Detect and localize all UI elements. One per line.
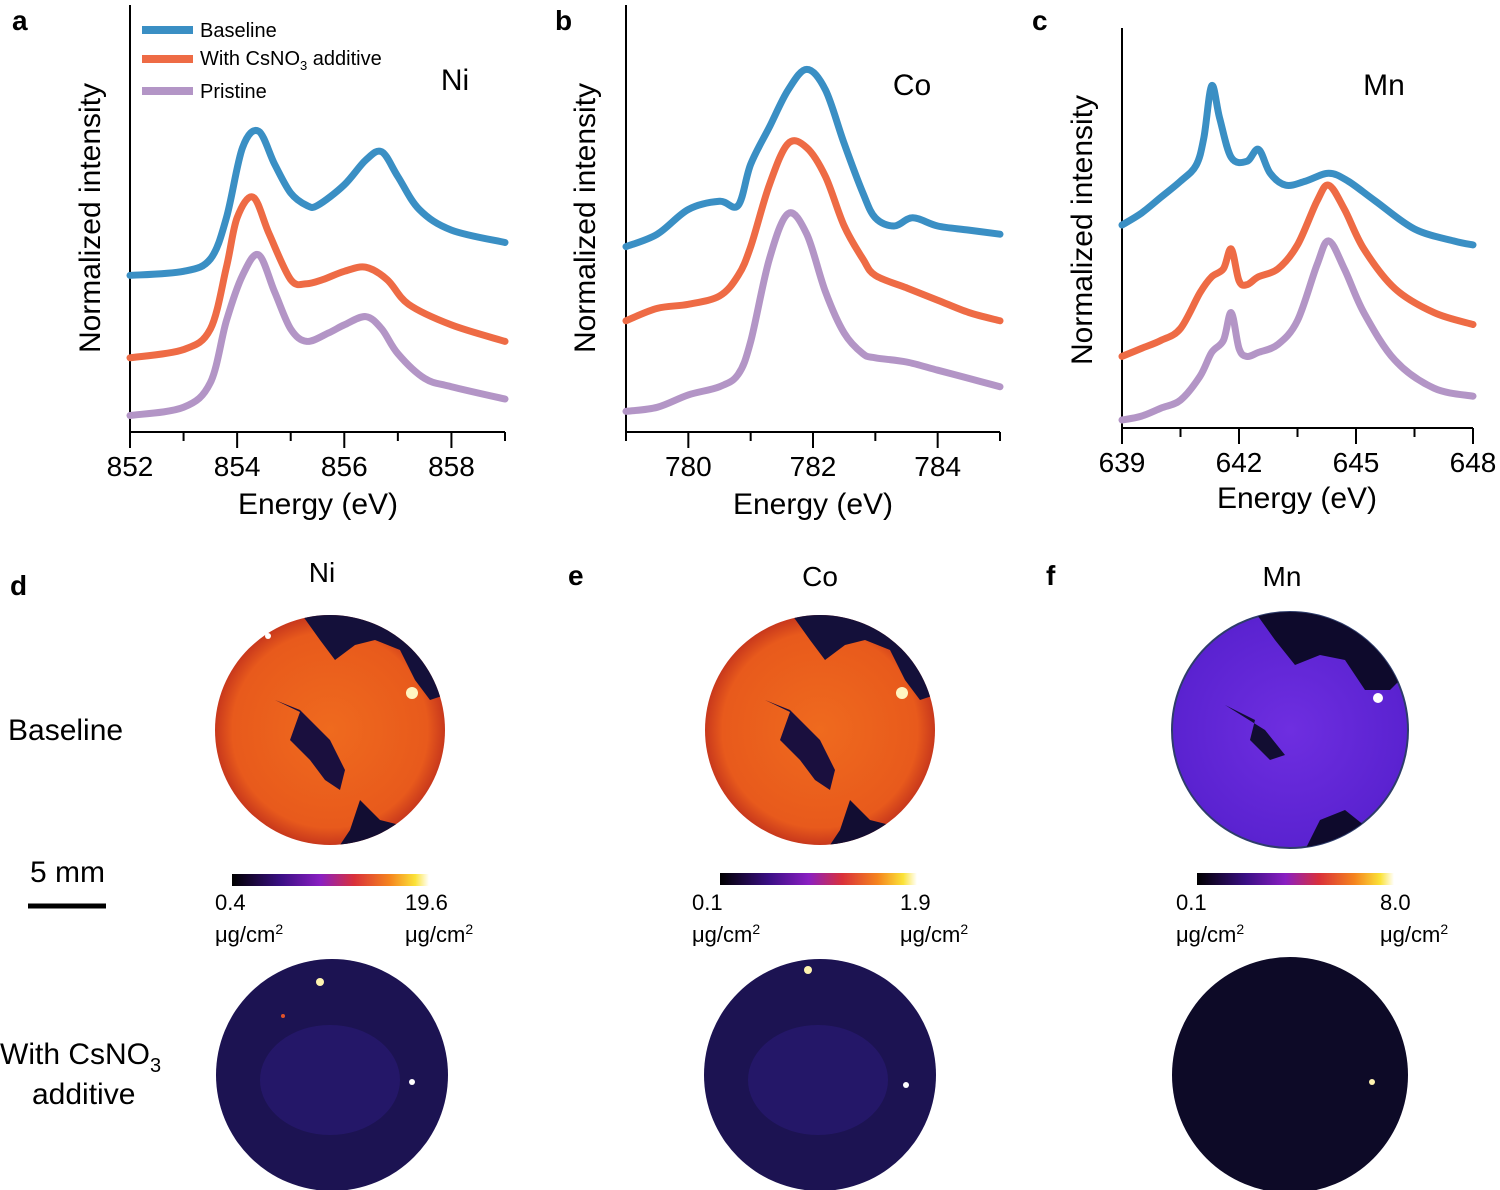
y-axis-label: Normalized intensity xyxy=(74,83,107,353)
colorbar-unit-max: μg/cm2 xyxy=(900,921,968,947)
map-ni-csno3 xyxy=(216,959,448,1190)
y-axis-label: Normalized intensity xyxy=(569,83,602,353)
colorbar-ni: 0.4 19.6 μg/cm2 μg/cm2 xyxy=(215,874,473,947)
series-baseline xyxy=(126,127,509,279)
y-axis-label: Normalized intensity xyxy=(1066,95,1099,365)
series-pristine xyxy=(1118,237,1477,424)
colorbar-co: 0.1 1.9 μg/cm2 μg/cm2 xyxy=(692,873,968,947)
map-title-ni: Ni xyxy=(309,557,335,588)
map-title-mn: Mn xyxy=(1263,561,1302,592)
x-tick-label: 856 xyxy=(321,451,368,482)
chart-c: Normalized intensity Energy (eV) Mn 639 6… xyxy=(1066,28,1496,515)
legend-label-baseline: Baseline xyxy=(200,20,277,42)
x-tick-label: 858 xyxy=(428,451,475,482)
x-tick-label: 648 xyxy=(1450,447,1497,478)
colorbar-max: 8.0 xyxy=(1380,890,1411,915)
element-label-co: Co xyxy=(893,69,931,102)
x-axis-label: Energy (eV) xyxy=(238,488,398,521)
legend-label-pristine: Pristine xyxy=(200,81,267,103)
panel-label-d: d xyxy=(10,570,27,601)
colorbar-min: 0.4 xyxy=(215,890,246,915)
x-tick-label: 784 xyxy=(914,451,961,482)
map-mn-csno3 xyxy=(1172,957,1408,1190)
row-label-csno3-line2: additive xyxy=(32,1078,135,1111)
panel-label-a: a xyxy=(12,5,28,36)
map-mn-baseline xyxy=(1171,611,1409,849)
x-tick-label: 639 xyxy=(1099,447,1146,478)
row-label-baseline: Baseline xyxy=(8,714,123,747)
x-tick-label: 782 xyxy=(790,451,837,482)
panel-label-e: e xyxy=(568,560,584,591)
colorbar-max: 19.6 xyxy=(405,890,448,915)
colorbar-unit-min: μg/cm2 xyxy=(692,921,760,947)
legend-label-csno3: With CsNO3 additive xyxy=(200,48,382,73)
series-baseline xyxy=(1118,82,1477,249)
chart-a: Normalized intensity Energy (eV) Ni 852 8… xyxy=(74,5,509,521)
legend: Baseline With CsNO3 additive Pristine xyxy=(142,20,382,103)
colorbar-min: 0.1 xyxy=(692,890,723,915)
colorbar-unit-min: μg/cm2 xyxy=(1176,921,1244,947)
element-label-ni: Ni xyxy=(441,64,469,97)
colorbar-unit-max: μg/cm2 xyxy=(1380,921,1448,947)
x-axis-label: Energy (eV) xyxy=(733,488,893,521)
panel-label-c: c xyxy=(1032,5,1048,36)
map-title-co: Co xyxy=(802,561,838,592)
x-tick-label: 854 xyxy=(214,451,261,482)
scale-bar-label: 5 mm xyxy=(30,856,105,889)
x-tick-label: 852 xyxy=(107,451,154,482)
series-baseline xyxy=(622,65,1004,251)
map-co-csno3 xyxy=(704,959,936,1190)
series-csno3 xyxy=(622,137,1004,325)
colorbar-max: 1.9 xyxy=(900,890,931,915)
colorbar-mn: 0.1 8.0 μg/cm2 μg/cm2 xyxy=(1176,873,1448,947)
colorbar-min: 0.1 xyxy=(1176,890,1207,915)
x-tick-label: 780 xyxy=(665,451,712,482)
colorbar-unit-min: μg/cm2 xyxy=(215,921,283,947)
x-axis-label: Energy (eV) xyxy=(1217,482,1377,515)
element-label-mn: Mn xyxy=(1363,69,1405,102)
row-label-csno3: With CsNO3 xyxy=(0,1038,161,1077)
colorbar-unit-max: μg/cm2 xyxy=(405,921,473,947)
x-tick-label: 645 xyxy=(1333,447,1380,478)
chart-b: Normalized intensity Energy (eV) Co 780 7… xyxy=(569,5,1004,521)
map-ni-baseline xyxy=(215,615,445,845)
x-tick-label: 642 xyxy=(1216,447,1263,478)
map-co-baseline xyxy=(705,615,935,845)
series-csno3 xyxy=(1118,181,1477,360)
series-pristine xyxy=(126,251,509,419)
panel-label-b: b xyxy=(555,5,572,36)
panel-label-f: f xyxy=(1046,560,1056,591)
series-pristine xyxy=(622,209,1004,415)
series-csno3 xyxy=(126,193,509,362)
